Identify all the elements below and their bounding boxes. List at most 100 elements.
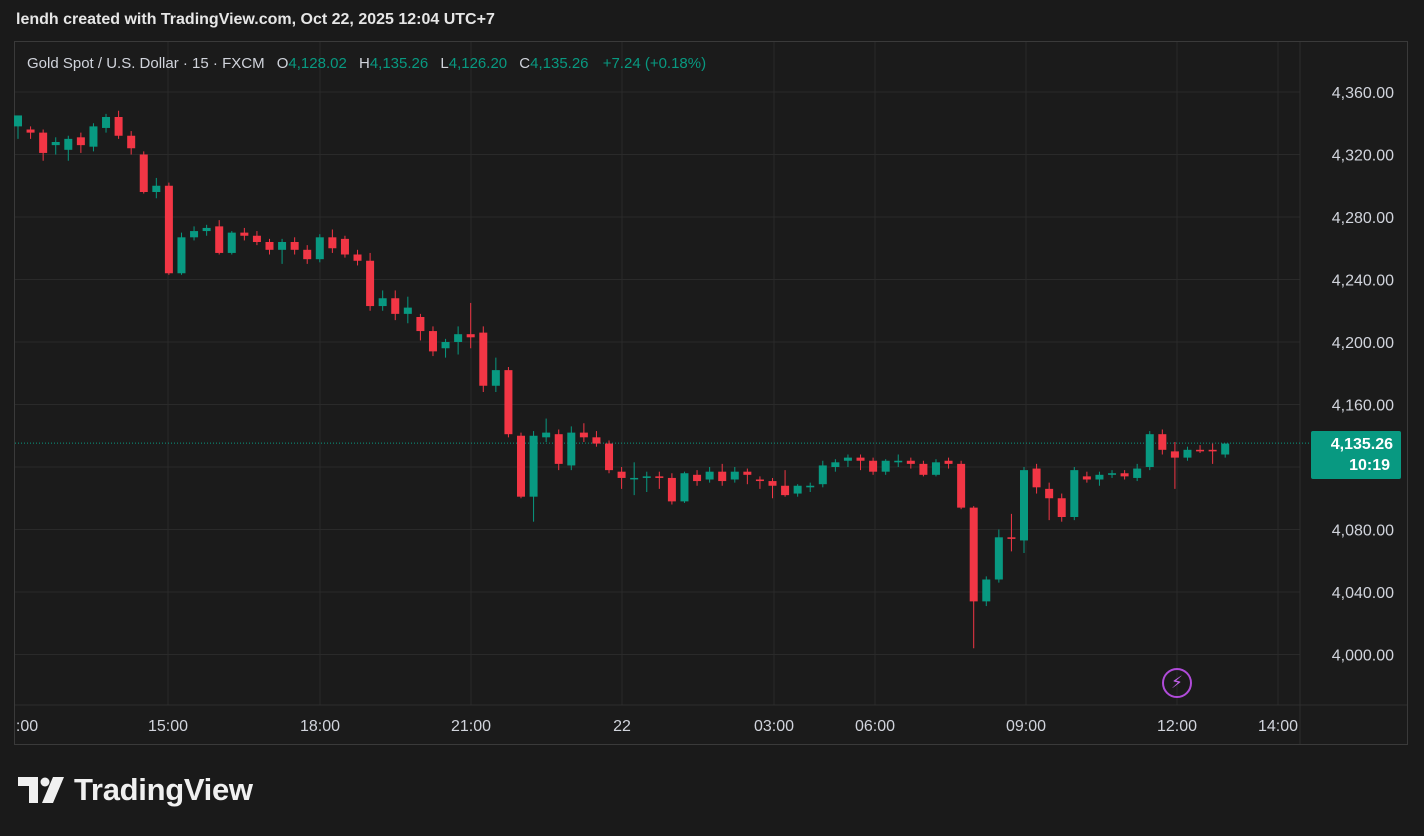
candle-body <box>1145 434 1154 467</box>
candle-body <box>328 237 337 249</box>
candle-body <box>504 370 513 435</box>
candle <box>51 137 60 155</box>
candle <box>768 477 777 499</box>
time-tick-label: 18:00 <box>300 718 340 735</box>
candle-body <box>894 460 903 463</box>
candle-body <box>315 237 324 260</box>
candle <box>680 471 689 503</box>
candle-body <box>969 507 978 602</box>
candle-body <box>1133 468 1142 478</box>
candle <box>428 326 437 357</box>
candle <box>26 126 35 139</box>
candle <box>554 429 563 471</box>
candle <box>139 151 148 194</box>
candle-body <box>441 342 450 349</box>
candle-body <box>1221 443 1230 455</box>
candle-body <box>617 471 626 478</box>
candle-body <box>1120 473 1129 477</box>
candle <box>642 471 651 492</box>
candle-body <box>139 154 148 192</box>
candle-body <box>705 471 714 480</box>
candle-body <box>1007 537 1016 539</box>
open-key: O <box>276 55 289 72</box>
candle <box>592 431 601 447</box>
candle <box>278 238 287 264</box>
chart-pane[interactable] <box>14 41 1408 745</box>
candle-body <box>76 137 85 146</box>
candle <box>1208 443 1217 464</box>
candle <box>1170 442 1179 489</box>
candle-body <box>680 473 689 502</box>
price-tick-label: 4,280.00 <box>1332 210 1394 227</box>
candle-body <box>567 432 576 466</box>
candle <box>1032 463 1041 494</box>
candle-body <box>579 432 588 438</box>
candle-body <box>781 485 790 496</box>
candle <box>517 432 525 499</box>
candle <box>89 123 98 152</box>
candle-body <box>529 435 538 497</box>
candle <box>328 229 337 253</box>
time-tick-label: 14:00 <box>1258 718 1298 735</box>
candle-body <box>479 332 488 386</box>
candle <box>14 115 22 139</box>
chart-caption: lendh created with TradingView.com, Oct … <box>16 11 495 28</box>
tradingview-logo-icon <box>18 777 64 803</box>
candle <box>227 231 236 255</box>
candle <box>366 252 375 311</box>
symbol-legend[interactable]: Gold Spot / U.S. Dollar · 15 · FXCM O 4,1… <box>27 55 706 72</box>
candle <box>781 470 790 497</box>
low-value: 4,126.20 <box>448 55 508 72</box>
candle-body <box>957 463 966 508</box>
candle-body <box>190 231 199 238</box>
candle-body <box>818 465 827 485</box>
candle <box>605 440 614 474</box>
candle-body <box>755 479 764 482</box>
candle-body <box>806 485 815 488</box>
grid-lines <box>15 42 1407 744</box>
candle-body <box>252 235 261 242</box>
candle-series <box>14 110 1230 649</box>
price-axis[interactable]: 4,360.00 4,320.00 4,280.00 4,240.00 4,200.00… <box>1332 85 1394 665</box>
candle-body <box>416 317 425 332</box>
candle <box>1045 482 1054 521</box>
candle-body <box>378 298 387 307</box>
time-tick-label: 21:00 <box>451 718 491 735</box>
candle <box>655 471 664 489</box>
candle-body <box>994 537 1003 580</box>
candle-body <box>592 437 601 444</box>
close-value: 4,135.26 <box>530 55 589 72</box>
bar-countdown-label: 10:19 <box>1349 457 1390 474</box>
candle <box>164 182 173 275</box>
candle-body <box>491 370 500 386</box>
candle-body <box>743 471 752 475</box>
candle-body <box>517 435 525 497</box>
candle <box>479 326 488 392</box>
candle-body <box>982 579 991 602</box>
lightning-icon[interactable]: ⚡ <box>1162 668 1192 698</box>
time-axis[interactable]: :00 15:00 18:00 21:00 22 03:00 06:00 09:00 12:00… <box>16 718 1298 735</box>
time-tick-label: 22 <box>613 718 631 735</box>
price-tick-label: 4,320.00 <box>1332 148 1394 165</box>
candle <box>630 462 639 496</box>
price-tick-label: 4,080.00 <box>1332 523 1394 540</box>
price-tick-label: 4,040.00 <box>1332 585 1394 602</box>
candle <box>265 238 274 255</box>
candle <box>1196 445 1205 453</box>
candle <box>567 426 576 471</box>
candle <box>881 459 890 475</box>
candle-body <box>1045 488 1054 499</box>
candle-body <box>831 462 840 467</box>
price-tick-label: 4,160.00 <box>1332 398 1394 415</box>
candle-body <box>64 138 73 150</box>
time-tick-label: 15:00 <box>148 718 188 735</box>
symbol-name[interactable]: Gold Spot / U.S. Dollar · 15 · FXCM <box>27 55 265 72</box>
candle <box>843 454 852 467</box>
candle-body <box>693 474 702 482</box>
candle <box>152 177 161 199</box>
candle <box>102 113 111 133</box>
candle-body <box>265 242 274 250</box>
candle-body <box>39 132 48 153</box>
candle-body <box>1095 474 1104 480</box>
